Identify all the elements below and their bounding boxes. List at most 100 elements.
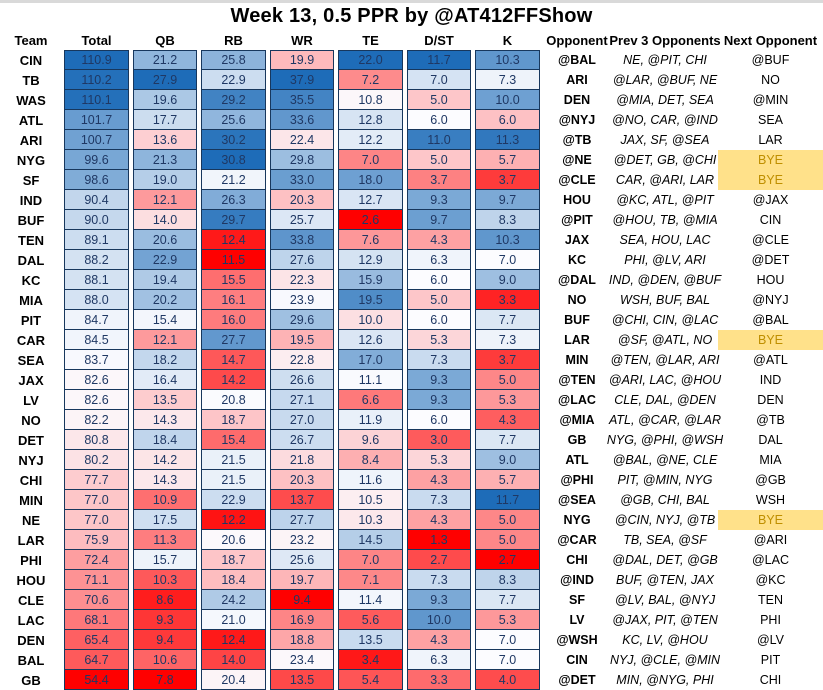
- team-cell: CIN: [19, 52, 43, 68]
- prev3-opponents-cell: MIN, @NYG, PHI: [616, 673, 714, 687]
- team-cell: SEA: [17, 352, 45, 368]
- stat-cell-rb: 15.5: [201, 270, 266, 290]
- stat-cell-te: 12.8: [338, 110, 403, 130]
- stat-cell-d-st: 7.3: [407, 350, 471, 370]
- prev3-opponents-cell: NE, @PIT, CHI: [623, 53, 707, 67]
- opponent-cell: @BAL: [558, 53, 596, 67]
- table-row: BAL 64.7 10.6 14.0 23.4 3.4 6.3 7.0 CIN NYJ, @CLE…: [0, 650, 823, 670]
- stat-cell-qb: 19.6: [133, 90, 197, 110]
- stat-cell-wr: 22.8: [270, 350, 334, 370]
- stat-cell-wr: 25.7: [270, 210, 334, 230]
- prev3-opponents-cell: BUF, @TEN, JAX: [616, 573, 714, 587]
- team-cell: MIN: [19, 492, 43, 508]
- opponent-cell: @WSH: [556, 633, 598, 647]
- opponent-cell: NO: [567, 293, 587, 307]
- stat-cell-total: 71.1: [64, 570, 129, 590]
- stat-cell-te: 3.4: [338, 650, 403, 670]
- next-opponent-cell: @BUF: [751, 53, 790, 67]
- stat-cell-te: 12.9: [338, 250, 403, 270]
- stat-cell-total: 100.7: [64, 130, 129, 150]
- stat-cell-wr: 35.5: [270, 90, 334, 110]
- stat-cell-rb: 16.1: [201, 290, 266, 310]
- stat-cell-qb: 17.7: [133, 110, 197, 130]
- team-cell: MIA: [19, 292, 43, 308]
- stat-cell-total: 98.6: [64, 170, 129, 190]
- stat-cell-wr: 33.6: [270, 110, 334, 130]
- stat-cell-d-st: 5.0: [407, 90, 471, 110]
- table-row: ATL 101.7 17.7 25.6 33.6 12.8 6.0 6.0 @NYJ @NO, C…: [0, 110, 823, 130]
- prev3-opponents-cell: @DAL, DET, @GB: [612, 553, 718, 567]
- stat-cell-wr: 23.4: [270, 650, 334, 670]
- stat-cell-k: 4.3: [475, 410, 540, 430]
- stat-cell-qb: 9.4: [133, 630, 197, 650]
- stat-cell-total: 54.4: [64, 670, 129, 690]
- stat-cell-wr: 19.5: [270, 330, 334, 350]
- stat-cell-te: 11.6: [338, 470, 403, 490]
- stat-cell-total: 72.4: [64, 550, 129, 570]
- stat-cell-total: 70.6: [64, 590, 129, 610]
- team-cell: NE: [21, 512, 41, 528]
- stat-cell-wr: 29.8: [270, 150, 334, 170]
- next-opponent-cell: BYE: [718, 330, 823, 350]
- stat-cell-rb: 21.0: [201, 610, 266, 630]
- stat-cell-k: 5.0: [475, 510, 540, 530]
- stat-cell-d-st: 5.3: [407, 330, 471, 350]
- stat-cell-k: 7.0: [475, 630, 540, 650]
- stat-cell-te: 5.4: [338, 670, 403, 690]
- stat-cell-wr: 33.0: [270, 170, 334, 190]
- stat-cell-te: 14.5: [338, 530, 403, 550]
- stat-cell-qb: 10.3: [133, 570, 197, 590]
- table-row: TEN 89.1 20.6 12.4 33.8 7.6 4.3 10.3 JAX SEA, HOU…: [0, 230, 823, 250]
- stat-cell-rb: 29.7: [201, 210, 266, 230]
- stat-cell-wr: 37.9: [270, 70, 334, 90]
- team-cell: ARI: [19, 132, 43, 148]
- opponent-cell: HOU: [563, 193, 591, 207]
- prev3-opponents-cell: IND, @DEN, @BUF: [608, 273, 722, 287]
- table-header-row: Team Total QB RB WR TE D/ST K Opponent Prev 3 Opp…: [0, 30, 823, 50]
- column-header-prev-3-opponents: Prev 3 Opponents: [609, 32, 721, 48]
- opponent-cell: NYG: [563, 513, 591, 527]
- opponent-cell: ARI: [566, 73, 588, 87]
- table-row: IND 90.4 12.1 26.3 20.3 12.7 9.3 9.7 HOU @KC, ATL…: [0, 190, 823, 210]
- column-header-k: K: [502, 32, 513, 48]
- stat-cell-d-st: 4.3: [407, 470, 471, 490]
- stat-cell-rb: 20.4: [201, 670, 266, 690]
- table-row: SEA 83.7 18.2 14.7 22.8 17.0 7.3 3.7 MIN @TEN, @L…: [0, 350, 823, 370]
- prev3-opponents-cell: ATL, @CAR, @LAR: [609, 413, 721, 427]
- stat-cell-te: 7.2: [338, 70, 403, 90]
- stat-cell-total: 90.0: [64, 210, 129, 230]
- stat-cell-d-st: 5.0: [407, 290, 471, 310]
- stat-cell-qb: 22.9: [133, 250, 197, 270]
- next-opponent-cell: @NYJ: [752, 293, 789, 307]
- stat-cell-d-st: 6.0: [407, 310, 471, 330]
- table-row: KC 88.1 19.4 15.5 22.3 15.9 6.0 9.0 @DAL IND, @DE…: [0, 270, 823, 290]
- next-opponent-cell: @TB: [756, 413, 785, 427]
- table-row: DEN 65.4 9.4 12.4 18.8 13.5 4.3 7.0 @WSH KC, LV, …: [0, 630, 823, 650]
- column-header-team: Team: [14, 32, 48, 48]
- stat-cell-total: 88.2: [64, 250, 129, 270]
- prev3-opponents-cell: @SF, @ATL, NO: [617, 333, 713, 347]
- stat-cell-d-st: 6.0: [407, 410, 471, 430]
- next-opponent-cell: CHI: [759, 673, 782, 687]
- stat-cell-qb: 11.3: [133, 530, 197, 550]
- stat-cell-k: 3.3: [475, 290, 540, 310]
- table-row: CAR 84.5 12.1 27.7 19.5 12.6 5.3 7.3 LAR @SF, @AT…: [0, 330, 823, 350]
- next-opponent-cell: DEN: [757, 393, 784, 407]
- prev3-opponents-cell: @LV, BAL, @NYJ: [614, 593, 716, 607]
- stat-cell-rb: 18.4: [201, 570, 266, 590]
- prev3-opponents-cell: @BAL, @NE, CLE: [612, 453, 718, 467]
- column-header-next-opponent: Next Opponent: [723, 32, 818, 48]
- stat-cell-total: 110.1: [64, 90, 129, 110]
- stat-cell-total: 64.7: [64, 650, 129, 670]
- stat-cell-rb: 30.2: [201, 130, 266, 150]
- stat-cell-wr: 18.8: [270, 630, 334, 650]
- opponent-cell: @NYJ: [558, 113, 596, 127]
- stat-cell-k: 5.3: [475, 390, 540, 410]
- team-cell: NYG: [16, 152, 46, 168]
- stat-cell-te: 5.6: [338, 610, 403, 630]
- stat-cell-k: 10.3: [475, 230, 540, 250]
- prev3-opponents-cell: @JAX, PIT, @TEN: [612, 613, 718, 627]
- team-cell: IND: [19, 192, 43, 208]
- stat-cell-wr: 25.6: [270, 550, 334, 570]
- stat-cell-wr: 27.0: [270, 410, 334, 430]
